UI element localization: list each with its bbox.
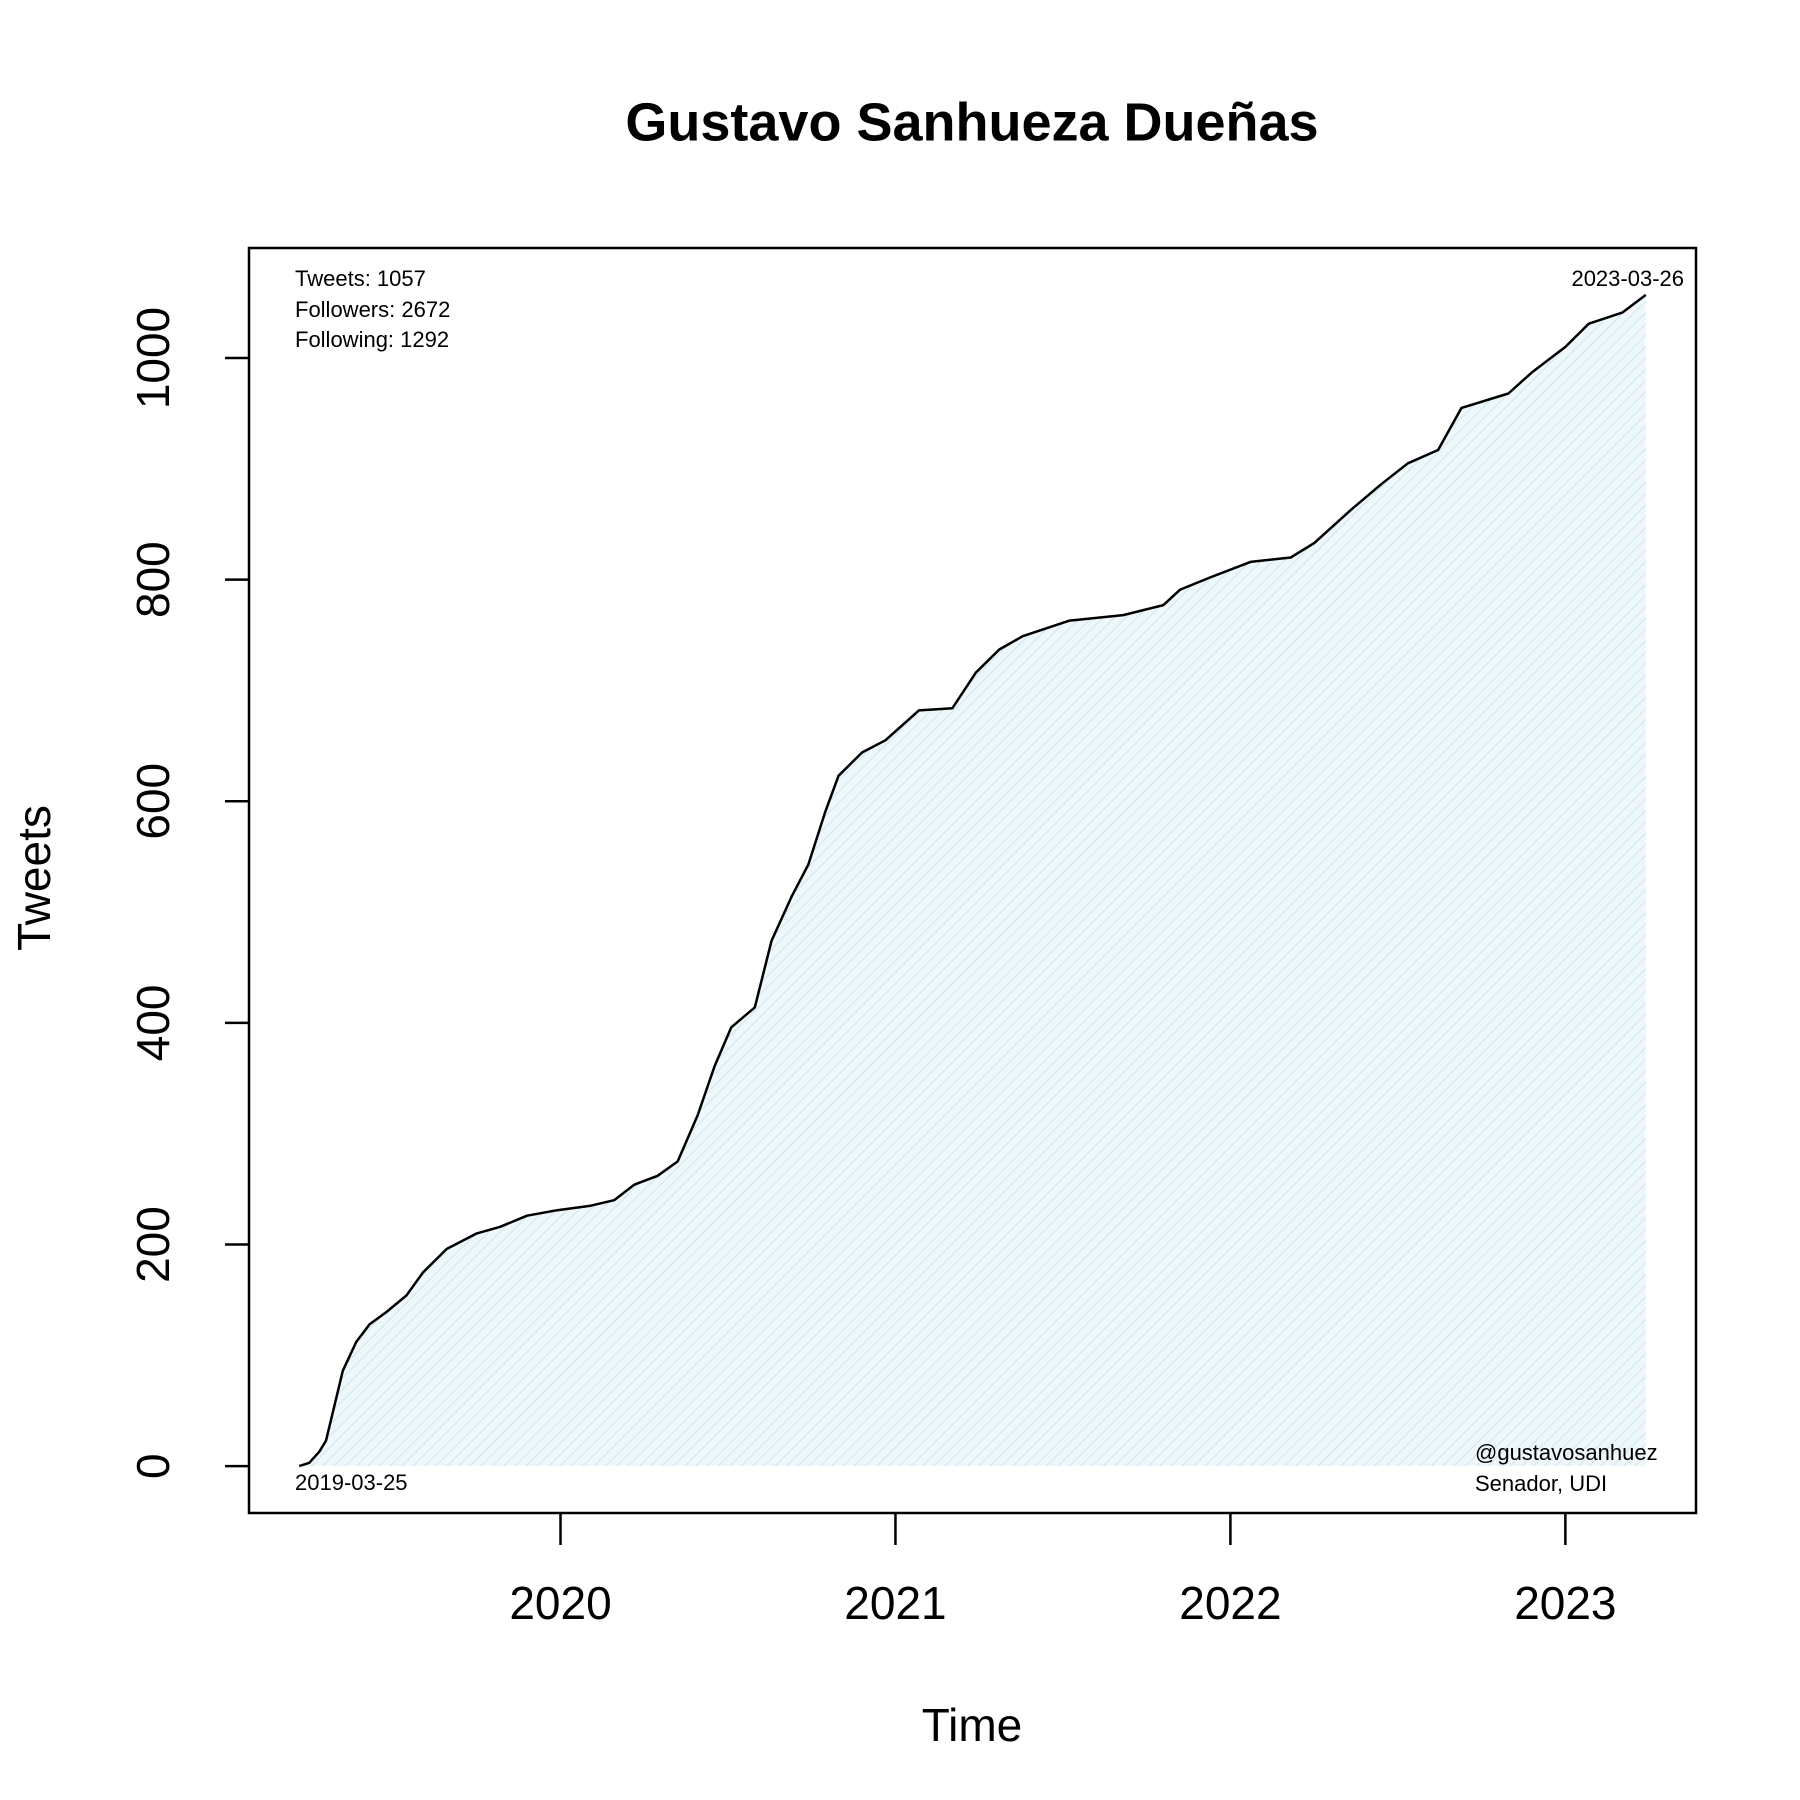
x-tick-label: 2021 — [844, 1577, 946, 1629]
annotation: Senador, UDI — [1475, 1471, 1607, 1496]
y-axis-label: Tweets — [8, 805, 60, 951]
x-tick-label: 2023 — [1514, 1577, 1616, 1629]
data-line — [298, 293, 1647, 1468]
annotation: Followers: 2672 — [295, 297, 450, 322]
y-tick-label: 1000 — [127, 307, 179, 409]
y-tick-label: 600 — [127, 763, 179, 840]
x-tick-label: 2022 — [1179, 1577, 1281, 1629]
chart-title: Gustavo Sanhueza Dueñas — [625, 92, 1318, 152]
x-tick-label: 2020 — [509, 1577, 611, 1629]
annotation: @gustavosanhuez — [1475, 1440, 1658, 1465]
y-tick-label: 800 — [127, 541, 179, 618]
y-tick-label: 400 — [127, 985, 179, 1062]
x-axis-label: Time — [922, 1699, 1023, 1751]
area-fill — [299, 294, 1646, 1467]
annotation: 2019-03-25 — [295, 1470, 408, 1495]
annotation: Following: 1292 — [295, 327, 449, 352]
annotation: Tweets: 1057 — [295, 266, 426, 291]
y-tick-label: 200 — [127, 1206, 179, 1283]
y-tick-label: 0 — [127, 1453, 179, 1479]
plot-frame — [247, 246, 1698, 1515]
annotation: 2023-03-26 — [1571, 266, 1684, 291]
